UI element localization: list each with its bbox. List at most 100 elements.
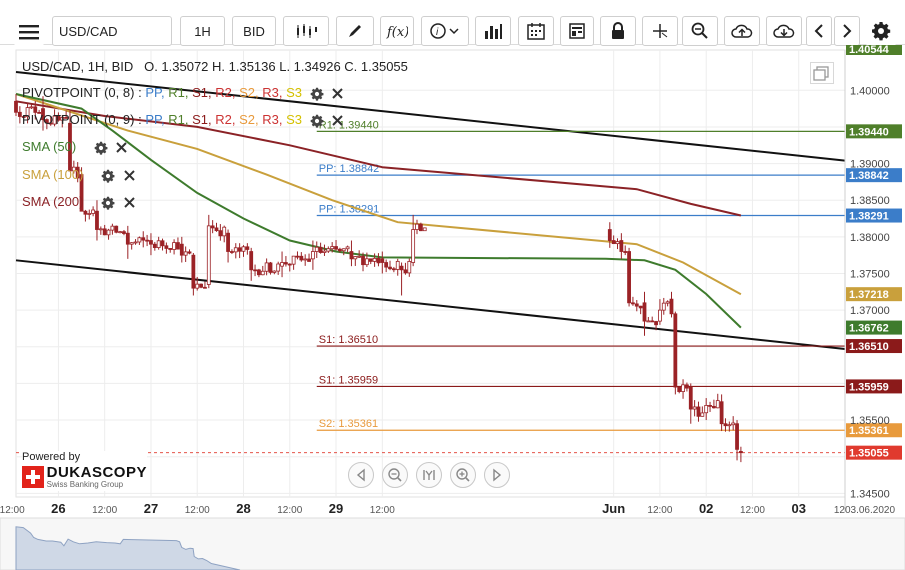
reset-zoom-button[interactable] <box>416 462 442 488</box>
candle-body <box>60 117 65 121</box>
candle-body <box>700 412 705 417</box>
pivot-legend-1[interactable]: PIVOTPOINT (0, 8) : PP, R1, S1, R2, S2, … <box>22 85 344 101</box>
y-tick-label: 1.38500 <box>850 195 890 207</box>
symbol-selector[interactable]: USD/CAD <box>52 16 172 46</box>
pivot-level-label: PP: 1.38291 <box>319 204 380 216</box>
menu-button[interactable] <box>14 18 44 46</box>
close-icon[interactable] <box>115 141 128 154</box>
candle-body <box>719 401 724 425</box>
candle-body <box>738 451 743 454</box>
scroll-left-button[interactable] <box>806 16 832 46</box>
candle-body <box>156 240 161 248</box>
candle-body <box>203 286 207 289</box>
download-button[interactable] <box>766 16 802 46</box>
dukascopy-brand: DUKASCOPY <box>46 464 147 481</box>
candle-body <box>681 384 685 392</box>
calendar-button[interactable] <box>518 16 554 46</box>
zoom-in-button[interactable] <box>450 462 476 488</box>
axis-price-tag-text: 1.35361 <box>849 425 889 437</box>
candle-body <box>376 257 381 264</box>
popout-button[interactable] <box>810 62 834 84</box>
candle-body <box>98 228 103 231</box>
sma50-legend[interactable]: SMA (50) <box>22 139 128 155</box>
close-icon[interactable] <box>123 196 136 209</box>
upload-button[interactable] <box>724 16 760 46</box>
candle-body <box>368 258 373 262</box>
y-tick-label: 1.39000 <box>850 159 890 171</box>
x-tick-label: 12:00 <box>647 505 672 516</box>
candle-body <box>607 229 612 241</box>
close-icon[interactable] <box>123 169 136 182</box>
gear-icon[interactable] <box>94 141 108 155</box>
close-icon[interactable] <box>331 87 344 100</box>
candle-body <box>33 106 38 113</box>
close-icon[interactable] <box>331 114 344 127</box>
candle-body <box>407 261 412 274</box>
x-tick-label: 12:00 <box>92 505 117 516</box>
pan-right-button[interactable] <box>484 462 510 488</box>
candle-body <box>187 251 192 254</box>
gear-icon[interactable] <box>310 114 324 128</box>
axis-price-tag <box>846 320 902 335</box>
ohlc-legend: USD/CAD, 1H, BID O. 1.35072 H. 1.35136 L… <box>22 59 408 74</box>
pivot-name: PIVOTPOINT (0, 8) <box>22 85 135 100</box>
candle-body <box>727 424 732 427</box>
candle-body <box>418 223 423 232</box>
candle-body <box>176 242 180 250</box>
gear-icon[interactable] <box>310 87 324 101</box>
candle-body <box>384 262 389 268</box>
candle-body <box>388 266 392 270</box>
scroll-right-button[interactable] <box>834 16 860 46</box>
powered-by-dukascopy[interactable]: Powered by DUKASCOPY Swiss Banking Group <box>22 451 147 491</box>
volume-button[interactable] <box>475 16 511 46</box>
y-tick-label: 1.35500 <box>850 415 890 427</box>
candle-body <box>291 255 296 265</box>
candle-body <box>364 258 369 266</box>
candle-body <box>249 251 254 271</box>
candle-body <box>206 225 211 285</box>
candle-body <box>696 406 701 417</box>
pivot-legend-2[interactable]: PIVOTPOINT (0, 9) : PP, R1, S1, R2, S2, … <box>22 112 344 128</box>
axis-price-tag <box>846 423 902 438</box>
info-button[interactable]: i <box>421 16 469 46</box>
zoom-button[interactable] <box>682 16 718 46</box>
draw-tool-button[interactable] <box>336 16 374 46</box>
price-side-selector[interactable]: BID <box>232 16 276 46</box>
pan-left-button[interactable] <box>348 462 374 488</box>
hamburger-icon <box>19 25 39 40</box>
axis-price-tag-text: 1.39440 <box>849 126 889 138</box>
candle-body <box>257 269 261 276</box>
axis-price-tag <box>846 208 902 223</box>
candle-body <box>669 298 674 315</box>
settings-button[interactable] <box>866 16 896 46</box>
candle-body <box>715 400 720 409</box>
pivot-r3: R3, <box>262 112 283 127</box>
candle-body <box>164 245 169 249</box>
templates-button[interactable] <box>560 16 594 46</box>
candle-body <box>673 313 678 388</box>
candle-body <box>137 237 142 243</box>
candle-body <box>372 257 377 262</box>
candle-body <box>79 174 84 212</box>
gear-icon[interactable] <box>101 196 115 210</box>
candle-body <box>56 115 61 121</box>
info-icon: i <box>430 23 459 39</box>
chart-type-button[interactable] <box>283 16 329 46</box>
navigator-area <box>15 526 241 570</box>
timeframe-selector[interactable]: 1H <box>180 16 225 46</box>
candle-body <box>95 210 99 230</box>
candle-body <box>41 108 45 121</box>
candlestick-icon <box>297 24 317 38</box>
lock-button[interactable] <box>600 16 636 46</box>
pivot-pp: PP, <box>145 85 165 100</box>
price-chart[interactable]: R1: 1.39440 PP: 1.38842 PP: 1.38291 S1: 1.3… <box>0 45 905 570</box>
candle-body <box>615 241 620 245</box>
zoom-out-button[interactable] <box>382 462 408 488</box>
gear-icon[interactable] <box>101 169 115 183</box>
sma200-legend[interactable]: SMA (200) <box>22 194 136 210</box>
sma100-legend[interactable]: SMA (100) <box>22 167 136 183</box>
crosshair-button[interactable] <box>642 16 678 46</box>
x-tick-label: 12:00 <box>0 505 25 516</box>
candle-body <box>152 243 157 248</box>
indicators-button[interactable]: f(x) <box>380 16 414 46</box>
